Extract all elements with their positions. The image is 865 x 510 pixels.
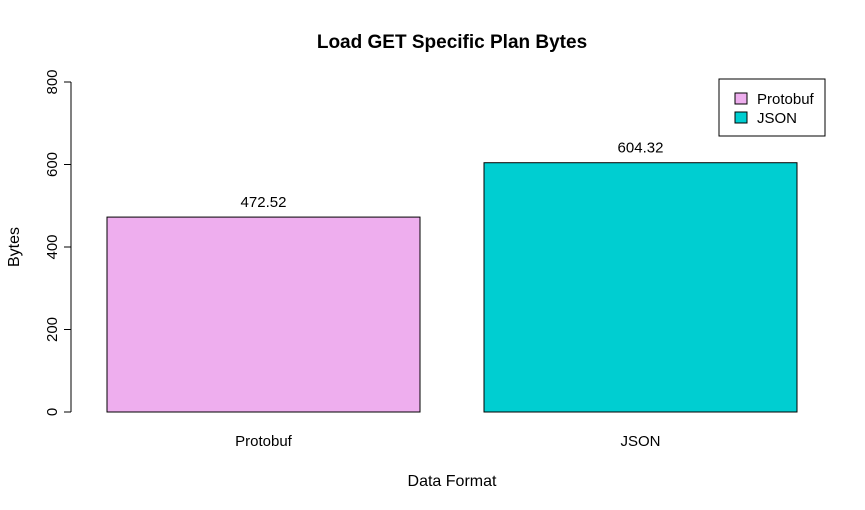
bar-protobuf <box>106 216 421 413</box>
y-tick-label: 800 <box>44 69 61 94</box>
y-tick-label: 200 <box>44 317 61 342</box>
legend-swatch <box>734 92 748 105</box>
x-tick-label: JSON <box>620 433 660 450</box>
y-tick-label: 0 <box>44 408 61 416</box>
legend-label: Protobuf <box>757 91 815 108</box>
bar-value-label: 604.32 <box>618 140 664 157</box>
x-axis-label: Data Format <box>408 473 497 490</box>
legend-swatch <box>734 111 748 124</box>
bar-json <box>483 162 798 413</box>
bar-value-label: 472.52 <box>241 194 287 211</box>
chart-title: Load GET Specific Plan Bytes <box>317 32 587 53</box>
y-tick-label: 400 <box>44 234 61 259</box>
legend-label: JSON <box>757 110 797 127</box>
legend-box <box>718 78 826 137</box>
y-tick-label: 600 <box>44 152 61 177</box>
bars: 472.52 Protobuf 604.32 JSON <box>106 140 798 450</box>
y-axis-label: Bytes <box>6 227 23 267</box>
legend: Protobuf JSON <box>718 78 826 137</box>
y-axis: 0 200 400 600 800 <box>44 69 72 416</box>
x-tick-label: Protobuf <box>235 433 293 450</box>
